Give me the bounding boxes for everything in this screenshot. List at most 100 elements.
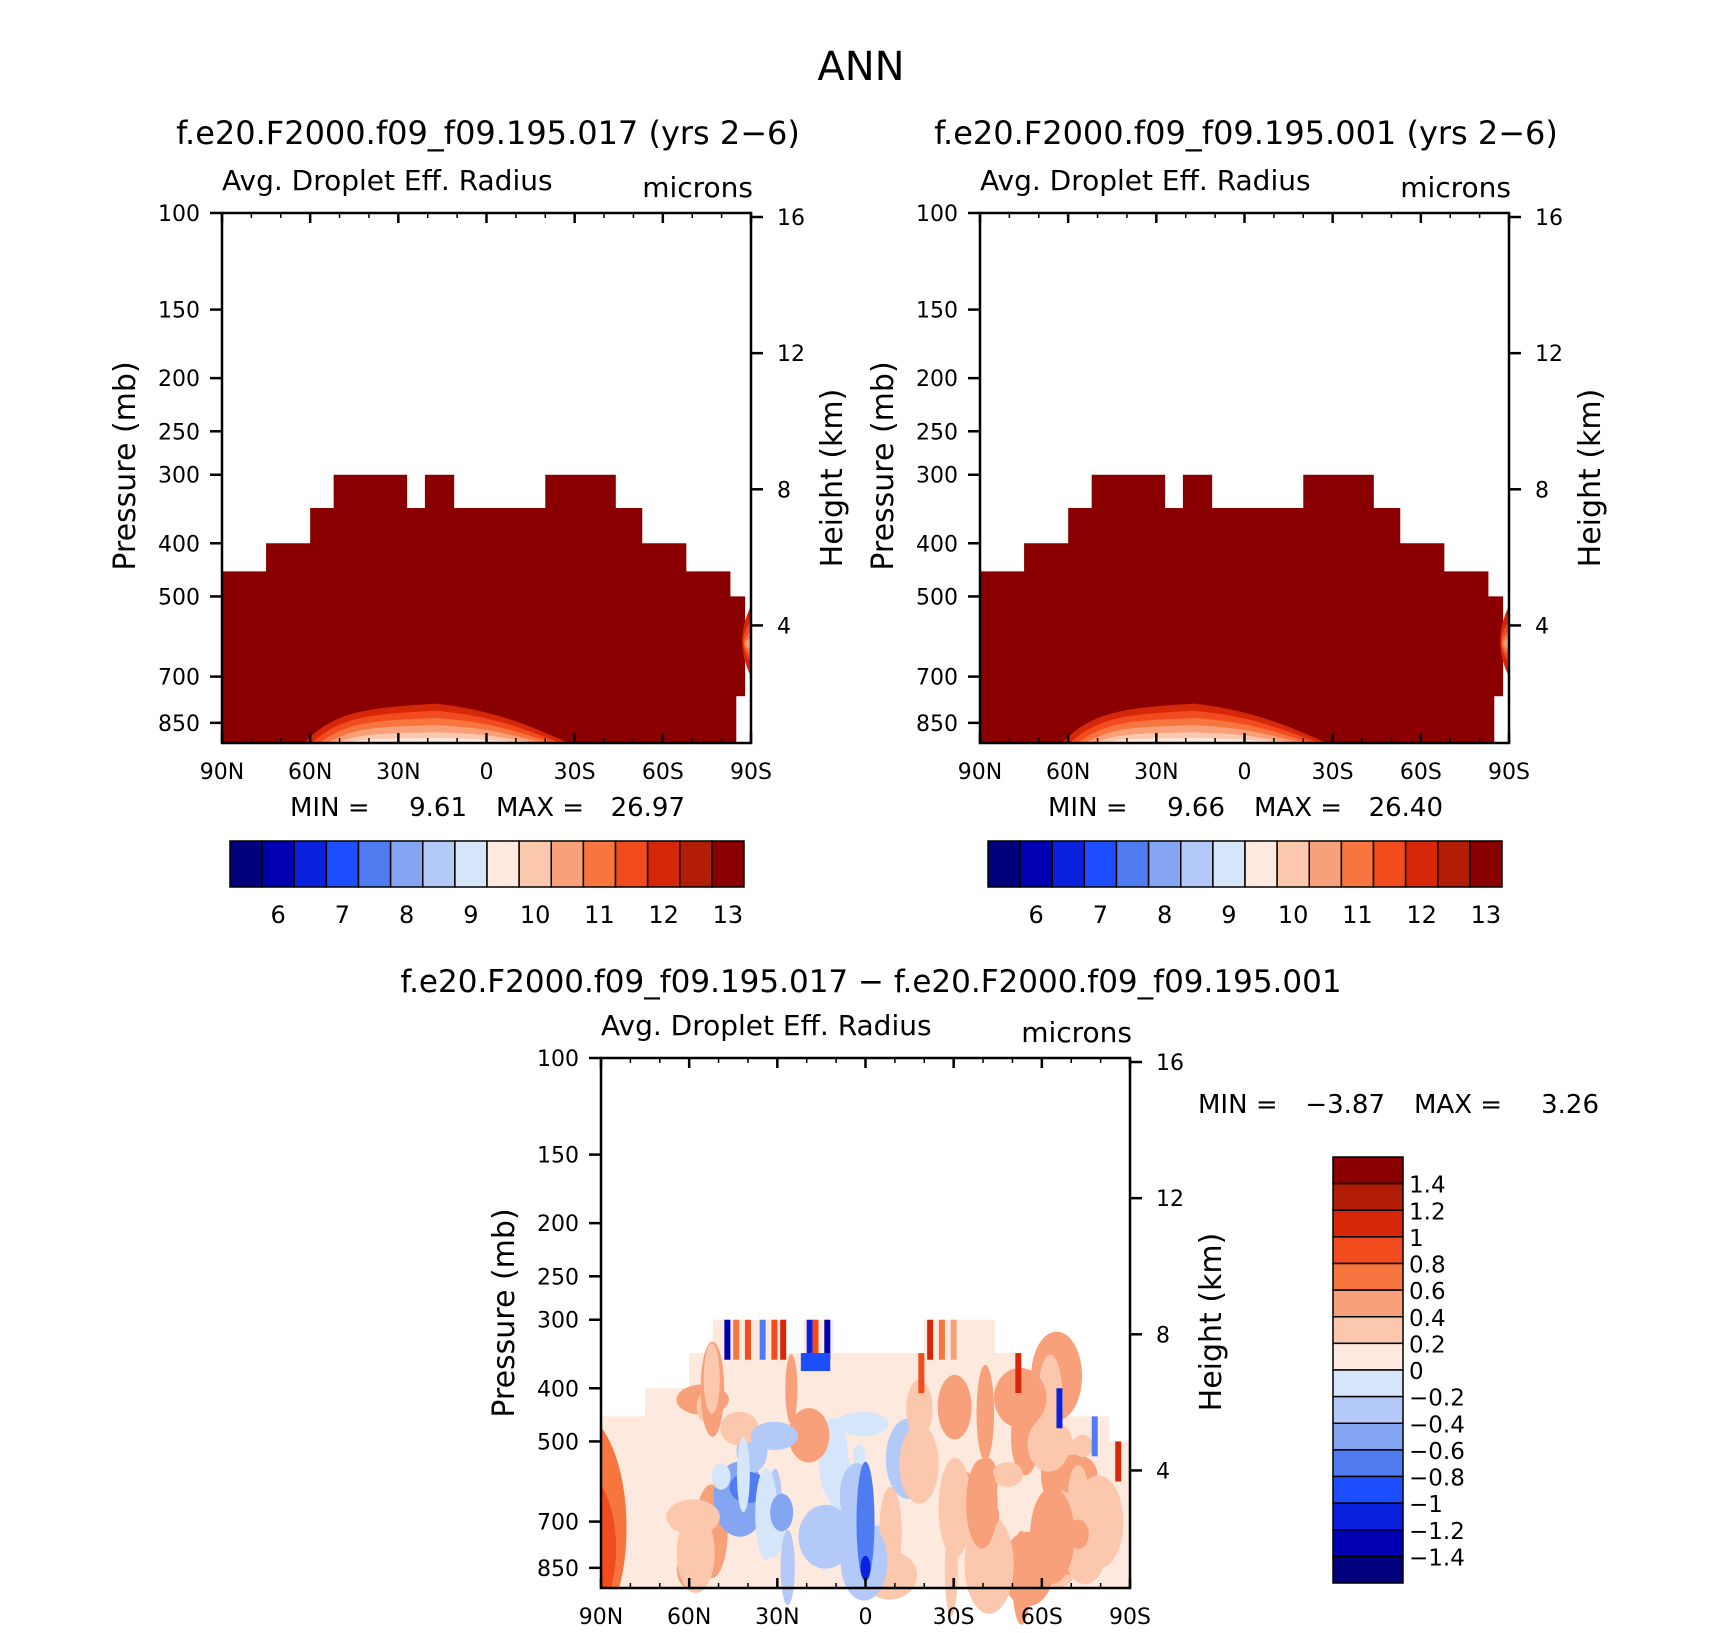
colorbar-swatch bbox=[229, 840, 263, 888]
y-tick-label: 400 bbox=[537, 1377, 579, 1402]
y2-tick-label: 16 bbox=[1156, 1051, 1184, 1076]
colorbar-swatch bbox=[1019, 840, 1053, 888]
diff-streak bbox=[806, 1319, 813, 1360]
diff-streak bbox=[780, 1319, 787, 1360]
colorbar-label: −0.8 bbox=[1409, 1466, 1465, 1492]
colorbar-swatch bbox=[1332, 1182, 1404, 1211]
diff-blob bbox=[800, 1353, 831, 1372]
colorbar-label: 12 bbox=[1406, 901, 1437, 929]
colorbar-swatch bbox=[550, 840, 585, 888]
colorbar-swatch bbox=[422, 840, 456, 888]
y-tick-label: 150 bbox=[537, 1144, 579, 1169]
colorbar-swatch bbox=[1332, 1342, 1404, 1371]
colorbar-swatch bbox=[1332, 1289, 1404, 1318]
diff-blob bbox=[994, 1367, 1047, 1428]
y-tick-label: 850 bbox=[537, 1557, 579, 1582]
diff-blob bbox=[836, 1411, 889, 1436]
colorbar-swatch bbox=[454, 840, 488, 888]
colorbar-swatch bbox=[1340, 840, 1375, 888]
diff-streak bbox=[733, 1319, 740, 1360]
colorbar-label: 9 bbox=[1221, 901, 1236, 929]
colorbar-swatch bbox=[1244, 840, 1278, 888]
case-title: f.e20.F2000.f09_f09.195.017 (yrs 2−6) bbox=[176, 114, 800, 152]
diff-streak bbox=[771, 1319, 778, 1360]
colorbar-label: 1.2 bbox=[1409, 1199, 1446, 1225]
y-tick-label: 150 bbox=[158, 299, 200, 324]
diff-streak bbox=[1056, 1388, 1063, 1429]
y-tick-label: 850 bbox=[158, 712, 200, 737]
x-tick-label: 60N bbox=[667, 1605, 711, 1630]
y-axis-label: Pressure (mb) bbox=[866, 361, 901, 570]
diff-blob bbox=[798, 1504, 853, 1569]
x-tick-label: 60N bbox=[288, 760, 332, 785]
x-tick-label: 0 bbox=[859, 1605, 873, 1630]
colorbar-label: −1 bbox=[1409, 1492, 1443, 1518]
boundary-layer-contour bbox=[341, 737, 533, 743]
colorbar-swatch bbox=[1332, 1422, 1404, 1451]
x-tick-label: 30N bbox=[1134, 760, 1178, 785]
colorbar-swatch bbox=[389, 840, 424, 888]
diff-blob bbox=[736, 1436, 750, 1513]
edge-contour bbox=[1503, 637, 1509, 650]
colorbar-label: 0.2 bbox=[1409, 1332, 1446, 1358]
y2-axis-label: Height (km) bbox=[1194, 1233, 1229, 1412]
x-tick-label: 90N bbox=[579, 1605, 623, 1630]
max-label: MAX = bbox=[496, 793, 584, 823]
cloud-region bbox=[980, 474, 1509, 743]
y-tick-label: 300 bbox=[158, 464, 200, 489]
diff-streak bbox=[744, 1319, 751, 1360]
colorbar-label: 1 bbox=[1409, 1226, 1424, 1252]
colorbar: 1.41.210.80.60.40.20−0.2−0.4−0.6−0.8−1−1… bbox=[1332, 1156, 1465, 1584]
colorbar-swatch bbox=[1308, 840, 1343, 888]
y-tick-label: 850 bbox=[916, 712, 958, 737]
colorbar-label: 0.4 bbox=[1409, 1306, 1446, 1332]
colorbar-label: −1.4 bbox=[1409, 1545, 1465, 1571]
x-tick-label: 30S bbox=[1312, 760, 1354, 785]
y2-tick-label: 12 bbox=[1156, 1187, 1184, 1212]
colorbar-label: 11 bbox=[1342, 901, 1373, 929]
diff-blob bbox=[899, 1424, 939, 1504]
colorbar-swatch bbox=[1083, 840, 1118, 888]
x-tick-label: 30N bbox=[376, 760, 420, 785]
colorbar-label: 0.8 bbox=[1409, 1253, 1446, 1279]
y-tick-label: 300 bbox=[537, 1309, 579, 1334]
units-label: microns bbox=[1400, 171, 1511, 204]
colorbar-swatch bbox=[1212, 840, 1246, 888]
colorbar-label: 0.6 bbox=[1409, 1279, 1446, 1305]
colorbar-label: 9 bbox=[463, 901, 478, 929]
y-tick-label: 700 bbox=[158, 666, 200, 691]
y2-tick-label: 4 bbox=[777, 614, 791, 639]
colorbar-swatch bbox=[1469, 840, 1503, 888]
x-tick-label: 30S bbox=[554, 760, 596, 785]
colorbar-swatch bbox=[1147, 840, 1182, 888]
diff-blob bbox=[853, 1444, 866, 1466]
x-tick-label: 90S bbox=[1488, 760, 1530, 785]
y-tick-label: 100 bbox=[537, 1047, 579, 1072]
min-value: 9.66 bbox=[1167, 793, 1225, 823]
x-tick-label: 60S bbox=[1021, 1605, 1063, 1630]
diff-blob bbox=[1012, 1530, 1031, 1625]
cloud-edge bbox=[736, 696, 751, 743]
diff-streak bbox=[759, 1319, 766, 1360]
colorbar-label: 1.4 bbox=[1409, 1173, 1446, 1199]
min-label: MIN = bbox=[290, 793, 370, 823]
colorbar-swatch bbox=[1332, 1449, 1404, 1478]
colorbar-swatch bbox=[1276, 840, 1310, 888]
colorbar-label: −1.2 bbox=[1409, 1519, 1465, 1545]
colorbar-swatch bbox=[679, 840, 713, 888]
colorbar-label: 13 bbox=[1471, 901, 1502, 929]
max-value: 26.40 bbox=[1369, 793, 1443, 823]
max-value: 26.97 bbox=[611, 793, 685, 823]
y2-tick-label: 8 bbox=[1535, 478, 1549, 503]
colorbar-label: 13 bbox=[713, 901, 744, 929]
y-tick-label: 250 bbox=[916, 420, 958, 445]
y2-tick-label: 16 bbox=[777, 206, 805, 231]
diff-blob bbox=[938, 1457, 972, 1558]
y-tick-label: 700 bbox=[916, 666, 958, 691]
diff-gap bbox=[787, 1319, 804, 1354]
diff-blob bbox=[676, 1512, 715, 1593]
variable-label: Avg. Droplet Eff. Radius bbox=[222, 164, 553, 197]
colorbar-swatch bbox=[518, 840, 552, 888]
diff-blob bbox=[601, 1484, 617, 1588]
x-tick-label: 0 bbox=[480, 760, 494, 785]
